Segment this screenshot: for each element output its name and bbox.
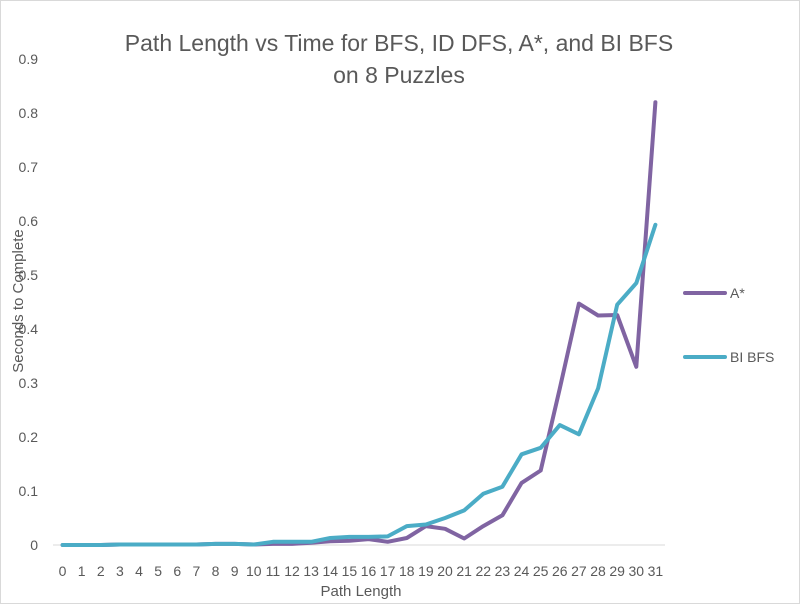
x-tick-label: 15 (342, 563, 358, 579)
y-tick-label: 0.5 (19, 267, 39, 283)
x-tick-label: 22 (476, 563, 492, 579)
x-tick-label: 12 (284, 563, 300, 579)
y-tick-label: 0.8 (19, 105, 39, 121)
y-tick-label: 0.9 (19, 51, 39, 67)
legend: A* BI BFS (683, 285, 774, 365)
x-tick-label: 13 (303, 563, 319, 579)
x-tick-label: 3 (116, 563, 124, 579)
y-tick-label: 0.1 (19, 483, 39, 499)
legend-label-0: A* (730, 285, 745, 301)
x-tick-label: 8 (212, 563, 220, 579)
x-tick-label: 6 (173, 563, 181, 579)
x-tick-label: 10 (246, 563, 262, 579)
x-tick-label: 26 (552, 563, 568, 579)
x-tick-label: 23 (495, 563, 511, 579)
y-tick-label: 0.3 (19, 375, 39, 391)
series-line-1 (60, 222, 658, 547)
x-axis-title: Path Length (321, 583, 402, 600)
series-line-0 (60, 100, 658, 547)
x-tick-label: 18 (399, 563, 415, 579)
x-tick-label: 5 (154, 563, 162, 579)
legend-label-1: BI BFS (730, 349, 774, 365)
y-axis-title: Seconds to Complete (10, 229, 27, 372)
y-tick-label: 0.7 (19, 159, 39, 175)
x-tick-label: 14 (323, 563, 339, 579)
x-tick-label: 1 (78, 563, 86, 579)
x-tick-label: 29 (609, 563, 625, 579)
x-tick-label: 7 (193, 563, 201, 579)
x-tick-label: 4 (135, 563, 143, 579)
x-tick-label: 17 (380, 563, 396, 579)
y-tick-label: 0 (30, 537, 38, 553)
x-tick-label: 2 (97, 563, 105, 579)
x-tick-label: 16 (361, 563, 377, 579)
x-tick-label: 31 (648, 563, 664, 579)
x-tick-label: 11 (266, 563, 281, 579)
x-tick-label: 9 (231, 563, 239, 579)
x-tick-label: 27 (571, 563, 587, 579)
y-tick-label: 0.2 (19, 429, 39, 445)
x-tick-label: 25 (533, 563, 549, 579)
x-tick-label: 19 (418, 563, 434, 579)
x-tick-label: 24 (514, 563, 530, 579)
x-tick-label: 28 (590, 563, 606, 579)
chart-title: Path Length vs Time for BFS, ID DFS, A*,… (125, 30, 673, 56)
y-tick-label: 0.4 (19, 321, 39, 337)
x-tick-label: 30 (629, 563, 645, 579)
chart-subtitle: on 8 Puzzles (333, 62, 465, 88)
x-tick-label: 21 (456, 563, 472, 579)
x-tick-label: 0 (59, 563, 67, 579)
x-tick-label: 20 (437, 563, 453, 579)
y-tick-label: 0.6 (19, 213, 39, 229)
